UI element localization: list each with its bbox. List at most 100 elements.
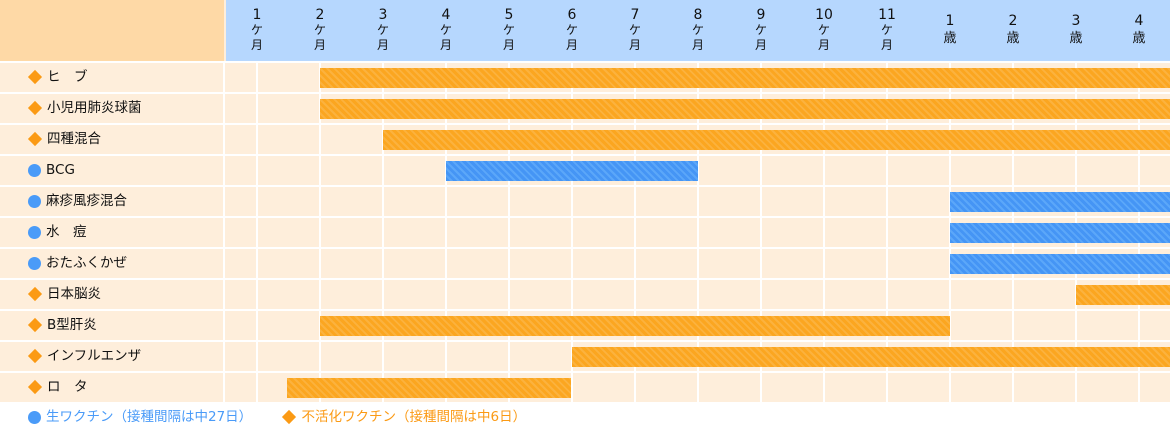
tick-number: 4 (441, 7, 451, 23)
diamond-icon (27, 286, 43, 302)
tick-unit: 歳 (1132, 31, 1146, 46)
tick-unit: 月 (313, 38, 326, 52)
grid-vline (508, 61, 510, 402)
tick-unit: 月 (880, 38, 893, 52)
row-label: 四種混合 (27, 124, 101, 155)
row-label-text: BCG (46, 162, 75, 178)
row-label-text: 四種混合 (47, 131, 101, 147)
header-label-cell (0, 0, 224, 61)
circle-icon (28, 163, 41, 177)
tick-unit: ケ (691, 23, 704, 37)
grid-hline (0, 123, 1170, 125)
grid-vline (319, 61, 321, 402)
row-label-text: B型肝炎 (47, 317, 97, 333)
diamond-icon (27, 69, 43, 85)
schedule-bar (1076, 285, 1170, 305)
row-label: ロ タ (27, 372, 88, 403)
grid-hline (0, 371, 1170, 373)
schedule-bar (446, 161, 698, 181)
tick-unit: 月 (691, 38, 704, 52)
circle-icon (28, 225, 41, 239)
header-timeline (226, 0, 1170, 61)
diamond-icon (27, 100, 43, 116)
diamond-icon (27, 348, 43, 364)
grid-vline (886, 61, 888, 402)
row-label: インフルエンザ (27, 341, 141, 372)
diamond-icon (282, 409, 297, 425)
grid-hline (0, 185, 1170, 187)
tick-unit: ケ (502, 23, 515, 37)
row-label-text: ロ タ (47, 379, 88, 395)
diamond-icon (27, 379, 43, 395)
legend: 生ワクチン（接種間隔は中27日） 不活化ワクチン（接種間隔は中6日） (28, 403, 552, 431)
tick-unit: 月 (628, 38, 641, 52)
tick-unit: ケ (313, 23, 326, 37)
schedule-bar (320, 316, 950, 336)
schedule-bar (320, 68, 1170, 88)
tick-unit: 月 (250, 38, 263, 52)
grid-hline (0, 154, 1170, 156)
row-label-text: 麻疹風疹混合 (46, 193, 127, 209)
grid-vline (223, 61, 225, 402)
tick-number: 3 (378, 7, 388, 23)
tick-unit: 月 (565, 38, 578, 52)
tick-unit: ケ (565, 23, 578, 37)
vaccine-schedule-chart: 1 ケ月 2 ケ月 3 ケ月 4 ケ月 5 ケ月 6 ケ月 7 ケ月 8 ケ月 9 ケ月 10 ケ月 11 ケ月 1 歳 2 歳 3… (0, 0, 1170, 404)
tick-number: 7 (630, 7, 640, 23)
schedule-bar (572, 347, 1170, 367)
tick-number: 8 (693, 7, 703, 23)
circle-icon (28, 256, 41, 270)
row-label: 水 痘 (28, 217, 87, 248)
grid-vline (571, 61, 573, 402)
row-label-text: 水 痘 (46, 224, 87, 240)
grid-hline (0, 247, 1170, 249)
circle-icon (28, 410, 41, 424)
schedule-bar (320, 99, 1170, 119)
tick-unit: ケ (880, 23, 893, 37)
timeline-tick: 10 ケ月 (804, 8, 844, 53)
tick-number: 9 (756, 7, 766, 23)
grid-vline (760, 61, 762, 402)
row-label: 日本脳炎 (27, 279, 101, 310)
row-label-text: 小児用肺炎球菌 (47, 100, 142, 116)
grid-vline (382, 61, 384, 402)
grid-vline (634, 61, 636, 402)
tick-unit: ケ (754, 23, 767, 37)
tick-unit: 歳 (1069, 31, 1083, 46)
schedule-bar (950, 254, 1170, 274)
tick-unit: ケ (250, 23, 263, 37)
row-label: 小児用肺炎球菌 (27, 93, 142, 124)
tick-number: 11 (878, 7, 896, 23)
legend-item-inactivated: 不活化ワクチン（接種間隔は中6日） (282, 409, 526, 425)
tick-number: 4 (1134, 13, 1144, 29)
grid-vline (697, 61, 699, 402)
tick-unit: ケ (439, 23, 452, 37)
grid-hline (0, 340, 1170, 342)
tick-unit: 歳 (943, 31, 957, 46)
tick-number: 3 (1071, 13, 1081, 29)
tick-number: 5 (504, 7, 514, 23)
row-label-text: 日本脳炎 (47, 286, 101, 302)
diamond-icon (27, 317, 43, 333)
tick-unit: 月 (817, 38, 830, 52)
row-label: おたふくかぜ (28, 248, 127, 279)
grid-hline (0, 402, 1170, 404)
legend-item-live: 生ワクチン（接種間隔は中27日） (28, 409, 252, 425)
row-label-text: おたふくかぜ (46, 255, 127, 271)
grid-hline (0, 216, 1170, 218)
tick-number: 1 (252, 7, 262, 23)
tick-unit: ケ (376, 23, 389, 37)
timeline-tick: 11 ケ月 (867, 8, 907, 53)
row-label: ヒ ブ (27, 62, 88, 93)
